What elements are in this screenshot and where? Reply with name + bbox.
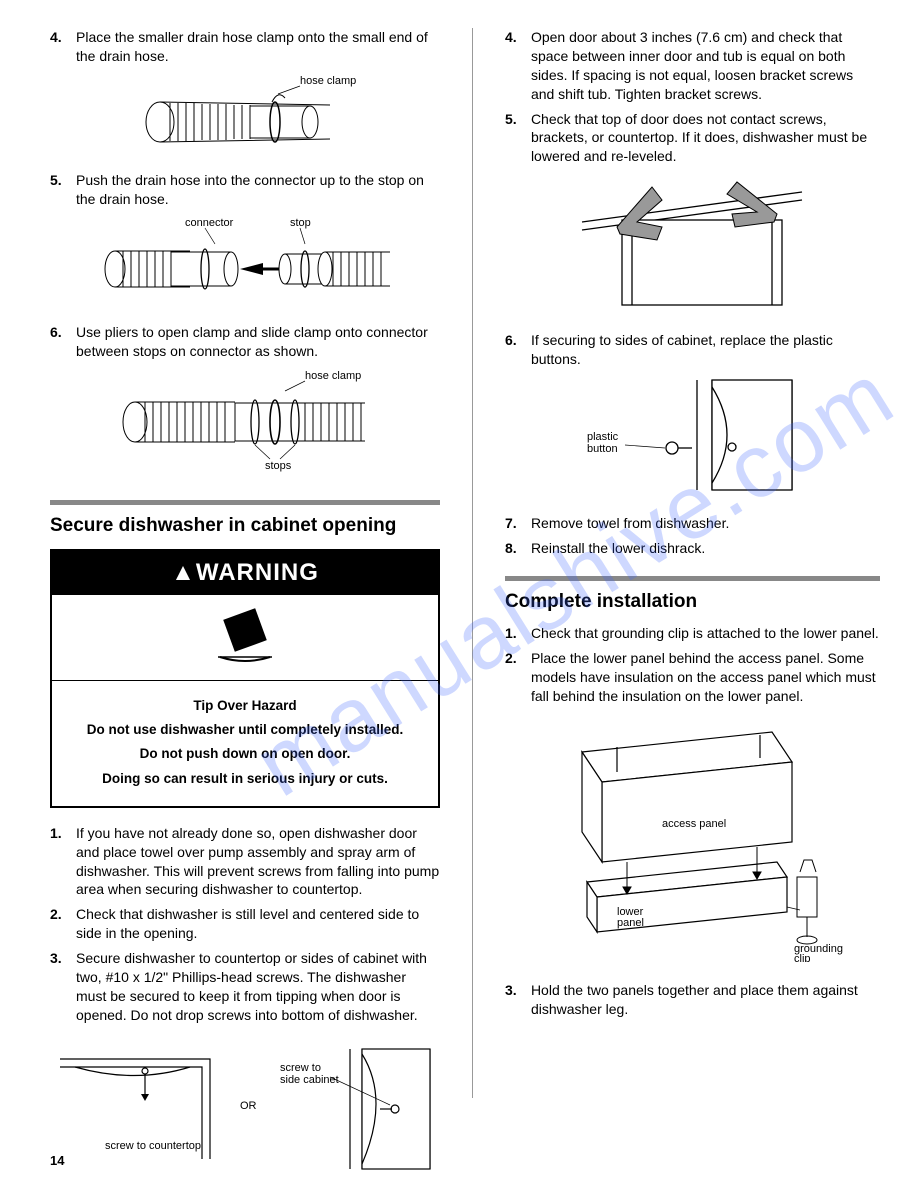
step-text: If you have not already done so, open di… [76, 824, 440, 900]
right-column: 4. Open door about 3 inches (7.6 cm) and… [505, 28, 880, 1098]
section-divider [50, 500, 440, 505]
section-divider [505, 576, 880, 581]
label-stop: stop [290, 217, 311, 229]
column-divider [472, 28, 473, 1098]
warning-box: ▲WARNING Tip Over Hazard Do not use dish… [50, 549, 440, 808]
step-text: Remove towel from dishwasher. [531, 514, 880, 533]
step-text: Open door about 3 inches (7.6 cm) and ch… [531, 28, 880, 104]
step-number: 1. [50, 824, 76, 900]
list-item: 7. Remove towel from dishwasher. [505, 514, 880, 533]
step-number: 3. [50, 949, 76, 1025]
step-number: 8. [505, 539, 531, 558]
left-steps-a2: 5. Push the drain hose into the connecto… [50, 171, 440, 209]
label-hose-clamp: hose clamp [305, 370, 361, 382]
warning-line: Do not use dishwasher until completely i… [66, 721, 424, 739]
list-item: 4. Place the smaller drain hose clamp on… [50, 28, 440, 66]
step-text: Place the lower panel behind the access … [531, 649, 880, 706]
label-side-1: screw to [280, 1062, 321, 1074]
step-text: Check that top of door does not contact … [531, 110, 880, 167]
step-number: 6. [50, 323, 76, 361]
list-item: 6. Use pliers to open clamp and slide cl… [50, 323, 440, 361]
step-text: Check that grounding clip is attached to… [531, 624, 880, 643]
label-or: OR [240, 1100, 257, 1112]
right-steps-c: 7. Remove towel from dishwasher. 8. Rein… [505, 514, 880, 558]
step-text: Push the drain hose into the connector u… [76, 171, 440, 209]
left-steps-a3: 6. Use pliers to open clamp and slide cl… [50, 323, 440, 361]
step-number: 6. [505, 331, 531, 369]
label-hose-clamp: hose clamp [300, 75, 356, 87]
label-lower-2: panel [617, 917, 644, 929]
list-item: 5. Check that top of door does not conta… [505, 110, 880, 167]
figure-connector: connector stop [50, 214, 440, 309]
step-number: 2. [50, 905, 76, 943]
figure-panels: access panel lower panel [505, 712, 880, 967]
warning-line: Do not push down on open door. [66, 745, 424, 763]
step-text: Hold the two panels together and place t… [531, 981, 880, 1019]
step-text: Use pliers to open clamp and slide clamp… [76, 323, 440, 361]
left-steps-a: 4. Place the smaller drain hose clamp on… [50, 28, 440, 66]
hazard-title: Tip Over Hazard [66, 697, 424, 715]
label-countertop: screw to countertop [105, 1140, 201, 1152]
page-number: 14 [50, 1152, 64, 1170]
step-text: Secure dishwasher to countertop or sides… [76, 949, 440, 1025]
label-side-2: side cabinet [280, 1074, 339, 1086]
right-steps-a: 4. Open door about 3 inches (7.6 cm) and… [505, 28, 880, 166]
list-item: 1. Check that grounding clip is attached… [505, 624, 880, 643]
list-item: 2. Check that dishwasher is still level … [50, 905, 440, 943]
label-ground-2: clip [794, 953, 811, 962]
tip-over-icon [52, 595, 438, 680]
left-steps-b: 1. If you have not already done so, open… [50, 824, 440, 1025]
section-heading: Secure dishwasher in cabinet opening [50, 513, 440, 539]
step-text: Reinstall the lower dishrack. [531, 539, 880, 558]
figure-door-top [505, 172, 880, 317]
list-item: 3. Secure dishwasher to countertop or si… [50, 949, 440, 1025]
label-stops: stops [265, 460, 292, 472]
right-steps-d: 1. Check that grounding clip is attached… [505, 624, 880, 706]
label-plastic-1: plastic [587, 431, 619, 443]
figure-screw-options: screw to countertop OR screw to side cab… [50, 1039, 440, 1184]
step-number: 5. [505, 110, 531, 167]
list-item: 8. Reinstall the lower dishrack. [505, 539, 880, 558]
step-number: 1. [505, 624, 531, 643]
step-text: Check that dishwasher is still level and… [76, 905, 440, 943]
figure-plastic-button: plastic button [505, 375, 880, 500]
list-item: 3. Hold the two panels together and plac… [505, 981, 880, 1019]
warning-line: Doing so can result in serious injury or… [66, 770, 424, 788]
step-number: 4. [50, 28, 76, 66]
step-number: 7. [505, 514, 531, 533]
step-text: If securing to sides of cabinet, replace… [531, 331, 880, 369]
label-connector: connector [185, 217, 234, 229]
list-item: 1. If you have not already done so, open… [50, 824, 440, 900]
list-item: 4. Open door about 3 inches (7.6 cm) and… [505, 28, 880, 104]
step-number: 2. [505, 649, 531, 706]
list-item: 2. Place the lower panel behind the acce… [505, 649, 880, 706]
list-item: 6. If securing to sides of cabinet, repl… [505, 331, 880, 369]
step-number: 3. [505, 981, 531, 1019]
label-plastic-2: button [587, 443, 618, 455]
right-steps-e: 3. Hold the two panels together and plac… [505, 981, 880, 1019]
figure-hose-clamp: hose clamp [50, 72, 440, 157]
label-access: access panel [662, 818, 726, 830]
figure-assembled: hose clamp stops [50, 367, 440, 482]
step-text: Place the smaller drain hose clamp onto … [76, 28, 440, 66]
list-item: 5. Push the drain hose into the connecto… [50, 171, 440, 209]
step-number: 4. [505, 28, 531, 104]
right-steps-b: 6. If securing to sides of cabinet, repl… [505, 331, 880, 369]
section-heading: Complete installation [505, 589, 880, 615]
warning-body: Tip Over Hazard Do not use dishwasher un… [52, 680, 438, 806]
left-column: 4. Place the smaller drain hose clamp on… [50, 28, 440, 1098]
warning-title: ▲WARNING [52, 551, 438, 595]
step-number: 5. [50, 171, 76, 209]
